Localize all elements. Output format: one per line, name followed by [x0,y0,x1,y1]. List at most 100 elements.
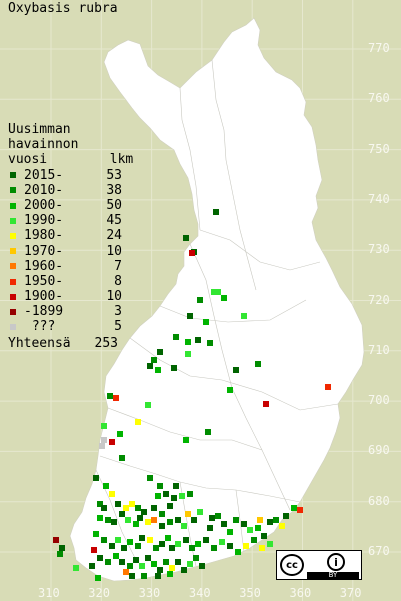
observation-marker [119,559,125,565]
observation-marker [57,551,63,557]
observation-marker [175,517,181,523]
y-axis-label: 670 [368,544,390,558]
observation-marker [155,573,161,579]
observation-marker [185,351,191,357]
legend-entry-label: 1990- [24,213,64,229]
observation-marker [255,361,261,367]
observation-marker [101,537,107,543]
observation-marker [205,429,211,435]
observation-marker [187,313,193,319]
observation-marker [227,529,233,535]
observation-marker [261,533,267,539]
observation-marker [279,523,285,529]
legend-entry-label: 1970- [24,243,64,259]
observation-marker [215,513,221,519]
legend-swatch [10,172,16,179]
observation-marker [107,393,113,399]
observation-marker [189,545,195,551]
legend-entry-count: 10 [106,243,122,259]
observation-marker [203,537,209,543]
observation-marker [151,357,157,363]
legend-total-label: Yhteensä [8,335,71,351]
legend-total-count: 253 [94,335,118,351]
observation-marker [97,515,103,521]
x-axis-label: 320 [88,586,110,600]
legend-entry-count: 50 [106,197,122,213]
observation-marker [195,541,201,547]
legend-entry: 1900- 10 [8,289,133,304]
observation-marker [101,505,107,511]
legend: Uusimman havainnon vuosi lkm 2015- 53 2010… [8,122,133,352]
observation-marker [139,535,145,541]
observation-marker [251,537,257,543]
observation-marker [137,515,143,521]
observation-marker [151,517,157,523]
observation-marker [211,289,217,295]
observation-marker [183,437,189,443]
y-axis-label: 750 [368,141,390,156]
observation-marker [97,501,103,507]
observation-marker [125,517,131,523]
legend-entry-label: 2010- [24,182,64,198]
x-axis-label: 360 [289,586,312,600]
legend-swatch [10,293,16,300]
y-axis-label: 740 [368,191,390,206]
observation-marker [105,559,111,565]
x-axis-label: 350 [239,586,261,600]
observation-marker [155,367,161,373]
observation-marker [127,539,133,545]
legend-swatch [10,263,16,270]
legend-entry: 1980- 24 [8,228,133,243]
x-axis-label: 310 [38,586,60,600]
observation-marker [175,541,181,547]
observation-marker [175,559,181,565]
observation-marker [111,519,117,525]
legend-entry-count: 7 [114,258,122,274]
attribution-icon: i [327,553,345,571]
observation-marker [197,509,203,515]
legend-entry-count: 24 [106,228,122,244]
observation-marker [145,402,151,408]
observation-marker [91,547,97,553]
observation-marker [157,483,163,489]
observation-marker [101,423,107,429]
observation-marker [119,455,125,461]
observation-marker [207,340,213,346]
observation-marker [141,509,147,515]
observation-marker [145,555,151,561]
observation-marker [213,209,219,215]
observation-marker [145,519,151,525]
observation-marker [179,493,185,499]
observation-marker [121,545,127,551]
legend-entry-label: 2000- [24,197,64,213]
legend-entry-count: 45 [106,213,122,229]
observation-marker [157,349,163,355]
legend-entry-count: 10 [106,289,122,305]
cc-license-badge[interactable]: cc i BY [276,550,362,580]
legend-header-line-1: Uusimman [8,122,71,137]
observation-marker [93,475,99,481]
legend-entry-label: 2015- [24,167,64,183]
observation-marker [171,495,177,501]
species-title: Oxybasis rubra [8,1,118,16]
legend-entry-count: 38 [106,182,122,198]
observation-marker [257,517,263,523]
observation-marker [199,563,205,569]
observation-marker [115,501,121,507]
observation-marker [147,363,153,369]
observation-marker [73,565,79,571]
observation-marker [325,384,331,390]
finland-outline [69,17,365,582]
legend-entry: 1990- 45 [8,213,133,228]
observation-marker [165,535,171,541]
observation-marker [109,543,115,549]
observation-marker [135,419,141,425]
observation-marker [241,521,247,527]
legend-swatch [10,324,16,331]
observation-marker [133,521,139,527]
observation-marker [163,491,169,497]
observation-marker [127,563,133,569]
observation-marker [109,439,115,445]
observation-marker [215,289,221,295]
observation-marker [89,563,95,569]
